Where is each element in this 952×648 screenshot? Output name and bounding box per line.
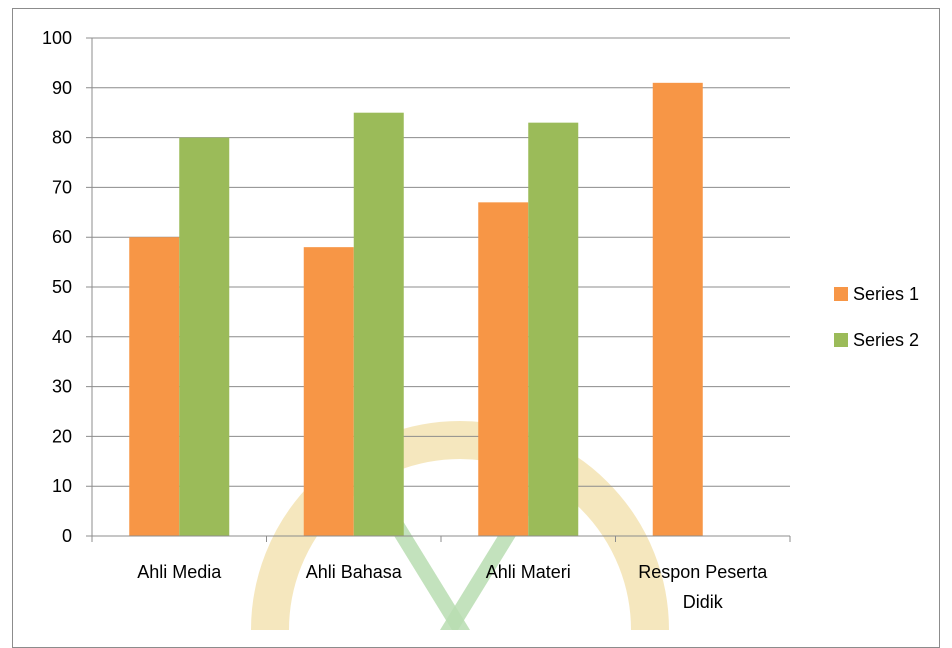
legend-swatch	[834, 333, 848, 347]
legend-swatch	[834, 287, 848, 301]
axes	[91, 38, 791, 542]
y-tick-label: 100	[42, 28, 72, 48]
y-tick-label: 20	[52, 426, 72, 446]
y-tick-label: 30	[52, 377, 72, 397]
legend: Series 1 Series 2	[834, 284, 919, 350]
bar-series-1-respon-peserta-didik	[652, 82, 703, 536]
bar-series-2-ahli-bahasa	[353, 112, 404, 536]
bar-series-2-ahli-media	[179, 137, 230, 536]
bar-series-1-ahli-media	[129, 237, 180, 536]
y-tick-label: 10	[52, 476, 72, 496]
y-tick-labels: 0 10 20 30 40 50 60 70 80 90 100	[42, 28, 72, 546]
y-tick-label: 60	[52, 227, 72, 247]
y-tick-label: 70	[52, 177, 72, 197]
bar-series-2-ahli-materi	[528, 122, 579, 536]
legend-entry: Series 1	[853, 284, 919, 304]
x-tick-label: Ahli Bahasa	[306, 562, 403, 582]
bars	[129, 82, 703, 536]
x-tick-label: Didik	[683, 592, 724, 612]
legend-entry: Series 2	[853, 330, 919, 350]
x-tick-label: Respon Peserta	[638, 562, 768, 582]
y-tick-label: 90	[52, 78, 72, 98]
y-tick-label: 80	[52, 128, 72, 148]
y-tick-label: 0	[62, 526, 72, 546]
y-tick-label: 50	[52, 277, 72, 297]
bar-chart: 0 10 20 30 40 50 60 70 80 90 100 Ahli Media Ahli Ba…	[42, 28, 919, 630]
x-tick-label: Ahli Media	[137, 562, 222, 582]
y-tick-label: 40	[52, 327, 72, 347]
bar-series-1-ahli-bahasa	[303, 247, 354, 536]
x-tick-label: Ahli Materi	[486, 562, 571, 582]
bar-series-1-ahli-materi	[478, 202, 529, 536]
x-tick-labels: Ahli Media Ahli Bahasa Ahli Materi Respon P…	[137, 562, 768, 612]
